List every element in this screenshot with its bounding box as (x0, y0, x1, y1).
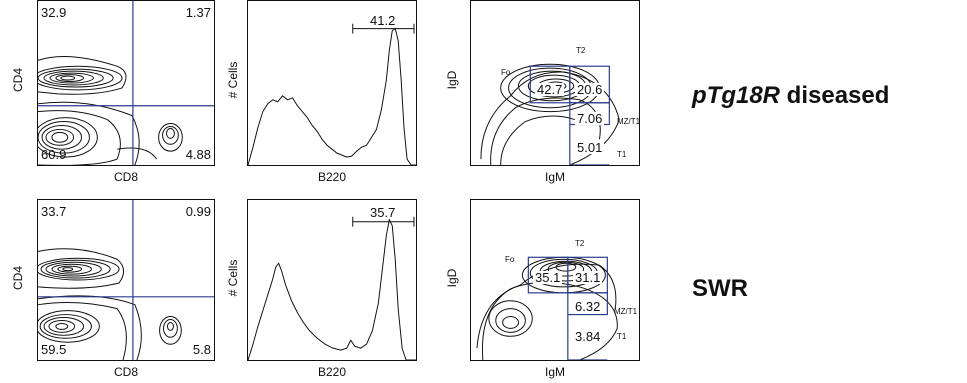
mz-gate-value: 6.32 (573, 299, 603, 314)
quadrant-top-right-value: 0.99 (185, 204, 211, 219)
fo-gate-value: 35.1 (533, 270, 563, 285)
t1-gate-label: T1 (617, 150, 627, 159)
quadrant-bottom-right-value: 5.8 (192, 342, 211, 357)
y-axis-label-igd: IgD (445, 268, 459, 288)
fo-gate-label: Fo (505, 255, 515, 264)
t1-gate-value: 5.01 (575, 140, 605, 155)
x-axis-label-igm: IgM (544, 170, 565, 184)
x-axis-label-b220: B220 (317, 365, 347, 379)
x-axis-label-igm: IgM (544, 365, 565, 379)
condition-rest-part: diseased (780, 82, 890, 109)
condition-italic-part: pTg18R (692, 82, 781, 109)
cd4-cd8-plot-swr: 33.7 0.99 59.5 5.8 (37, 199, 215, 361)
quadrant-bottom-right-value: 4.88 (185, 147, 211, 162)
t2-gate-value: 31.1 (573, 270, 603, 285)
y-axis-label-cd4: CD4 (11, 68, 25, 93)
b220-gate-value: 41.2 (370, 13, 396, 28)
x-axis-label-cd8: CD8 (113, 365, 138, 379)
b220-histogram-curve-diseased (248, 23, 416, 165)
fo-gate-label: Fo (501, 68, 511, 77)
b220-histogram-curve-swr (248, 216, 416, 360)
b220-gate-value: 35.7 (370, 205, 396, 220)
igd-igm-plot-diseased: Fo T2 MZ/T1 T1 42.7 20.6 7.06 5.01 (470, 0, 640, 166)
mz-t1-gate-label: MZ/T1 (614, 307, 638, 316)
t2-gate-label: T2 (575, 239, 585, 248)
quadrant-top-left-value: 33.7 (41, 204, 67, 219)
t1-gate-label: T1 (617, 332, 627, 341)
x-axis-label-cd8: CD8 (113, 170, 138, 184)
cd4-cd8-plot-diseased: 32.9 1.37 60.9 4.88 (37, 0, 215, 166)
condition-label-swr: SWR (692, 275, 748, 303)
quadrant-top-right-value: 1.37 (185, 5, 211, 20)
condition-label-diseased: pTg18R diseased (692, 82, 889, 110)
quadrant-top-left-value: 32.9 (41, 5, 67, 20)
fo-gate-value: 42.7 (535, 82, 565, 97)
cd4-cd8-contours-swr (38, 200, 214, 360)
quadrant-bottom-left-value: 59.5 (41, 342, 67, 357)
t2-gate-label: T2 (576, 46, 586, 55)
mz-gate-value: 7.06 (575, 111, 605, 126)
y-axis-label-cells: # Cells (226, 259, 240, 297)
b220-histogram-diseased: 41.2 (247, 0, 417, 166)
condition-rest-part: SWR (692, 275, 748, 302)
y-axis-label-cells: # Cells (226, 61, 240, 99)
quadrant-bottom-left-value: 60.9 (41, 147, 67, 162)
y-axis-label-igd: IgD (445, 70, 459, 90)
igd-igm-plot-swr: Fo T2 MZ/T1 T1 35.1 31.1 6.32 3.84 (470, 199, 640, 361)
x-axis-label-b220: B220 (317, 170, 347, 184)
y-axis-label-cd4: CD4 (11, 266, 25, 291)
mz-t1-gate-label: MZ/T1 (617, 117, 640, 126)
cd4-cd8-contours-diseased (38, 1, 214, 165)
t1-gate-value: 3.84 (573, 329, 603, 344)
b220-histogram-swr: 35.7 (247, 199, 417, 361)
t2-gate-value: 20.6 (575, 82, 605, 97)
igd-igm-contours-swr (476, 256, 618, 360)
